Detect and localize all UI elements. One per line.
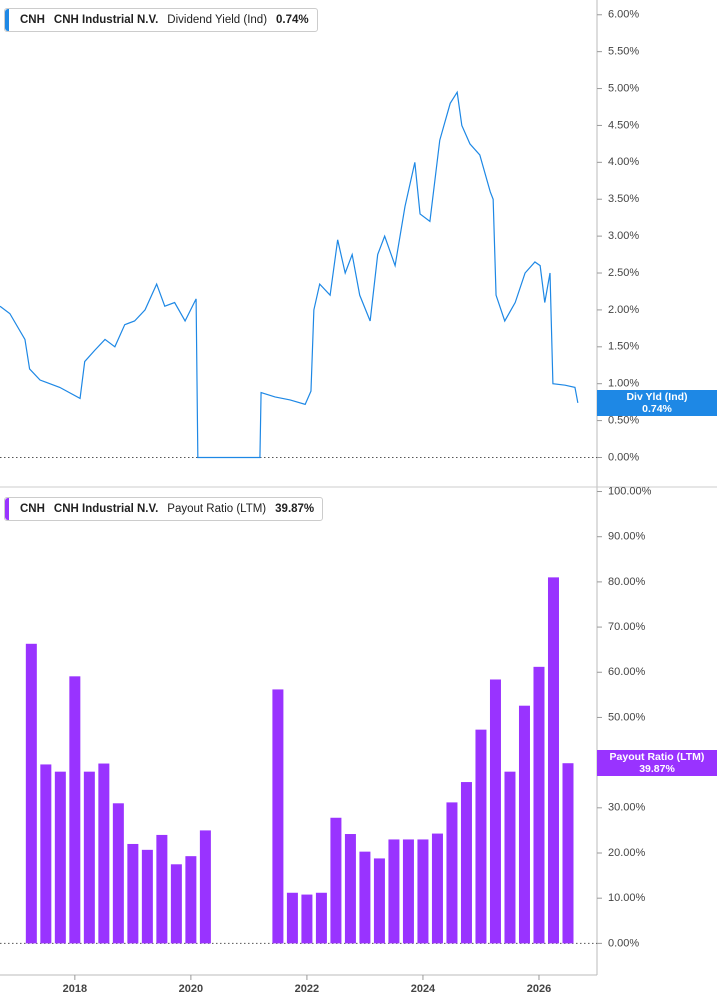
company: CNH Industrial N.V. [53,14,159,26]
y-tick-label: 50.00% [608,711,646,723]
bar [199,830,211,944]
bar [156,834,168,944]
current-value: 39.87% [275,503,315,515]
bar [344,834,356,944]
tag-label: Payout Ratio (LTM) [609,751,705,764]
bar [127,843,139,944]
bar [518,705,530,944]
y-tick-label: 1.00% [608,378,639,390]
metric: Dividend Yield (Ind) [167,14,268,26]
ticker: CNH [20,14,45,26]
y-tick-label: 60.00% [608,666,646,678]
tag-label: Div Yld (Ind) [626,390,688,403]
legend: CNH CNH Industrial N.V. Payout Ratio (LT… [4,497,324,521]
bar [112,803,124,944]
yield-line [0,90,579,459]
y-tick-label: 6.00% [608,9,639,21]
bar [446,802,458,944]
bar [489,679,501,944]
x-tick-label: 2022 [295,983,319,995]
bar [402,839,414,944]
bar [286,892,298,944]
y-tick-label: 5.00% [608,82,639,94]
bar [475,729,487,944]
bar [54,771,66,944]
legend: CNH CNH Industrial N.V. Dividend Yield (… [4,8,318,32]
bar [431,833,443,944]
bar [533,666,545,944]
bar [460,782,472,944]
metric: Payout Ratio (LTM) [167,503,267,515]
y-tick-label: 0.00% [608,451,639,463]
y-tick-label: 100.00% [608,485,652,497]
bar [504,771,516,944]
y-tick-label: 2.00% [608,304,639,316]
y-tick-label: 4.50% [608,119,639,131]
x-tick-label: 2026 [527,983,551,995]
tag-value: 0.74% [642,402,672,415]
y-tick-label: 2.50% [608,267,639,279]
ticker: CNH [20,503,45,515]
tag-value: 39.87% [639,763,675,776]
bar [83,771,95,944]
bar [141,849,153,944]
x-tick-label: 2018 [63,983,87,995]
value-tag: Div Yld (Ind) 0.74% [597,389,717,416]
bar [547,577,559,944]
bar [185,856,197,944]
y-tick-label: 0.00% [608,937,639,949]
bar [69,676,81,944]
y-tick-label: 3.50% [608,193,639,205]
bar [373,858,385,944]
bar [301,894,313,944]
bar [40,764,52,944]
y-tick-label: 4.00% [608,156,639,168]
bar [388,839,400,944]
bar [330,817,342,944]
y-tick-label: 20.00% [608,847,646,859]
bar [98,763,110,944]
y-tick-label: 80.00% [608,576,646,588]
current-value: 0.74% [276,14,309,26]
y-tick-label: 90.00% [608,531,646,543]
bar [272,689,284,944]
bar [315,892,327,944]
bar [170,864,182,944]
bar [562,763,574,944]
y-tick-label: 3.00% [608,230,639,242]
y-tick-label: 70.00% [608,621,646,633]
company: CNH Industrial N.V. [53,503,159,515]
x-tick-label: 2024 [411,983,436,995]
legend-swatch [5,9,9,31]
bar [359,851,371,944]
y-tick-label: 1.50% [608,341,639,353]
value-tag: Payout Ratio (LTM) 39.87% [597,750,717,777]
bar [417,839,429,944]
y-tick-label: 0.50% [608,414,639,426]
y-tick-label: 10.00% [608,892,646,904]
x-tick-label: 2020 [179,983,203,995]
y-tick-label: 5.50% [608,46,639,58]
y-tick-label: 30.00% [608,802,646,814]
bar [25,643,37,944]
legend-swatch [5,498,9,520]
